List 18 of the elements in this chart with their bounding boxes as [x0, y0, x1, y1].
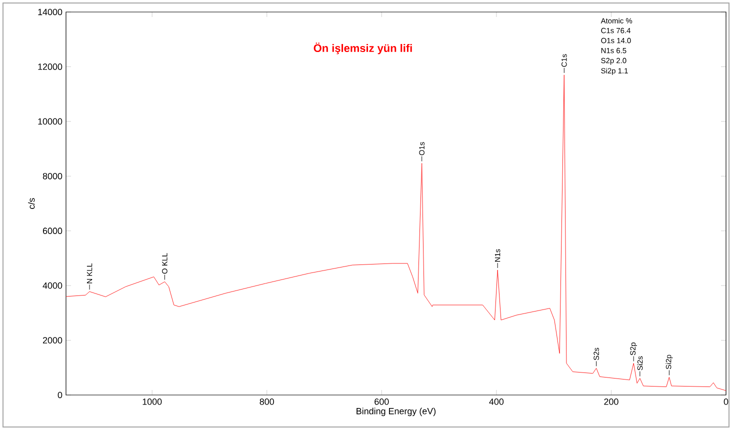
y-tick-label: 2000: [42, 337, 62, 344]
y-tick-label: 10000: [38, 118, 62, 125]
y-tick-label: 6000: [42, 228, 62, 234]
text: Ön işlemsiz yün lifi: [314, 42, 412, 54]
x-tick-label: 600: [374, 398, 389, 405]
x-tick-label: 0: [724, 398, 728, 405]
y-tick-label: 0: [58, 392, 62, 398]
x-tick-label: 200: [604, 398, 618, 405]
x-tick-label: 1000: [142, 398, 162, 405]
x-axis-title: Binding Energy (eV): [356, 408, 436, 416]
y-tick-label: 14000: [38, 8, 62, 16]
y-tick-label: 4000: [42, 282, 62, 289]
x-tick-label: 400: [489, 398, 504, 405]
x-tick-label: 800: [260, 398, 274, 405]
y-tick-label: 12000: [38, 64, 62, 70]
line-series: [66, 74, 726, 391]
y-tick-label: 8000: [42, 172, 62, 180]
y-axis-title: c/s: [28, 198, 35, 209]
